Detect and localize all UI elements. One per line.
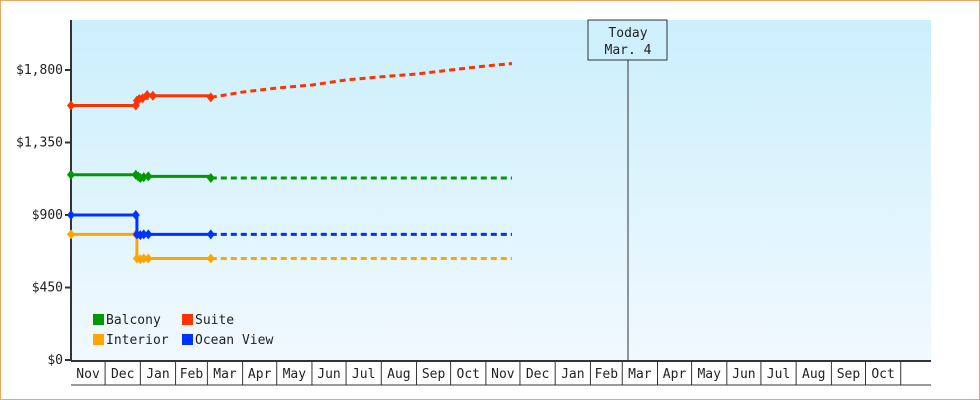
x-tick-label: May — [283, 367, 307, 382]
data-point[interactable] — [144, 229, 153, 240]
legend-swatch — [182, 314, 193, 325]
data-point[interactable] — [139, 229, 148, 240]
today-box — [587, 19, 668, 61]
data-point[interactable] — [148, 90, 157, 101]
x-tick-label: Apr — [663, 367, 687, 382]
x-tick-label: Apr — [248, 367, 272, 382]
today-marker: Today Mar. 4 — [587, 19, 668, 360]
x-tick-label: Jul — [767, 367, 790, 382]
x-tick-label: Mar — [213, 367, 237, 382]
legend: Balcony Suite Interior Ocean View — [93, 313, 273, 348]
legend-item: Interior — [93, 333, 169, 348]
x-tick-label: Nov — [76, 367, 100, 382]
data-point[interactable] — [131, 210, 140, 220]
legend-label: Interior — [106, 333, 169, 348]
x-tick-label: Aug — [387, 367, 410, 382]
series-suite — [67, 62, 513, 111]
data-point[interactable] — [144, 253, 153, 264]
data-point[interactable] — [67, 229, 75, 240]
data-point[interactable] — [144, 171, 153, 182]
x-tick-label: Sep — [837, 367, 861, 382]
x-tick-label: Sep — [422, 367, 446, 382]
x-tick-label: Nov — [491, 367, 515, 382]
data-point[interactable] — [67, 169, 75, 180]
series-balcony — [67, 169, 513, 183]
x-tick-label: Dec — [111, 367, 134, 382]
x-tick-label: Aug — [802, 367, 825, 382]
x-tick-label: Mar — [628, 367, 652, 382]
x-tick-label: Jan — [561, 367, 584, 382]
y-tick-label: $450 — [32, 281, 63, 296]
legend-swatch — [93, 334, 104, 345]
x-tick-label: Dec — [526, 367, 549, 382]
legend-label: Balcony — [106, 313, 161, 328]
y-tick-label: $1,350 — [16, 136, 63, 151]
plot-area — [71, 20, 931, 360]
series-ocean-view — [67, 210, 513, 241]
legend-swatch — [182, 334, 193, 345]
data-point[interactable] — [206, 172, 215, 183]
legend-label: Suite — [195, 313, 234, 328]
legend-swatch — [93, 314, 104, 325]
legend-label: Ocean View — [195, 333, 273, 348]
x-tick-label: May — [697, 367, 721, 382]
x-tick-label: Jun — [317, 367, 340, 382]
x-tick-label: Jul — [352, 367, 375, 382]
x-axis: Nov Dec Jan Feb Mar Apr May Jun Jul Aug Sep Oct Nov D… — [71, 360, 931, 386]
data-point[interactable] — [206, 92, 215, 103]
series-group — [67, 62, 513, 265]
data-point[interactable] — [143, 89, 152, 100]
x-tick-label: Feb — [180, 367, 204, 382]
y-tick-label: $900 — [32, 208, 63, 223]
x-tick-label: Jun — [732, 367, 755, 382]
y-tick-label: $1,800 — [16, 63, 63, 78]
data-point[interactable] — [206, 229, 215, 240]
data-point[interactable] — [206, 253, 215, 264]
y-tick-label: $0 — [47, 353, 63, 368]
today-date: Mar. 4 — [605, 43, 652, 58]
data-point[interactable] — [67, 100, 75, 111]
x-tick-label: Feb — [595, 367, 619, 382]
legend-item: Ocean View — [182, 333, 273, 348]
data-point[interactable] — [67, 210, 75, 220]
x-tick-label: Oct — [457, 367, 480, 382]
legend-item: Suite — [182, 313, 234, 328]
x-tick-label: Jan — [146, 367, 169, 382]
forecast-line — [210, 62, 513, 99]
data-point[interactable] — [139, 253, 148, 264]
data-point[interactable] — [136, 254, 145, 265]
x-tick-label: Oct — [871, 367, 894, 382]
y-axis: $0 $450 $900 $1,350 $1,800 — [16, 20, 72, 368]
legend-item: Balcony — [93, 313, 161, 328]
today-label: Today — [608, 26, 647, 41]
